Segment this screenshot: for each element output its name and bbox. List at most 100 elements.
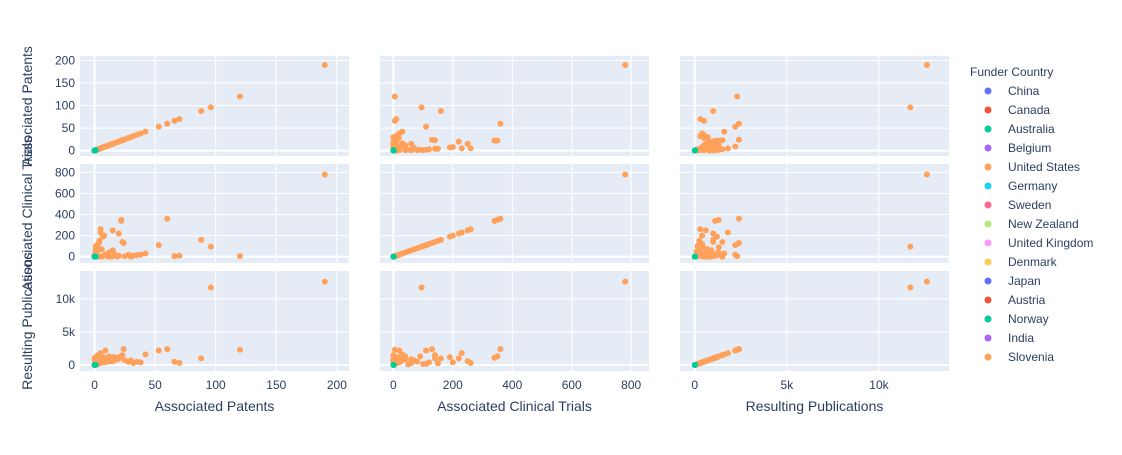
data-point: [622, 62, 628, 68]
legend-item[interactable]: United States: [985, 160, 1081, 174]
data-point: [392, 118, 398, 124]
x-tick-label: 5k: [781, 378, 795, 392]
data-point: [156, 124, 162, 130]
legend-item[interactable]: China: [985, 84, 1040, 98]
data-point: [96, 238, 102, 244]
data-point: [710, 108, 716, 114]
panel-r0-c1: [380, 56, 649, 156]
legend-item[interactable]: United Kingdom: [985, 236, 1094, 250]
data-point: [456, 355, 462, 361]
legend-item[interactable]: Denmark: [985, 255, 1058, 269]
data-point: [417, 353, 423, 359]
legend-item[interactable]: Australia: [985, 122, 1056, 136]
y-tick-label: 800: [55, 165, 75, 179]
legend-item[interactable]: Norway: [985, 312, 1049, 326]
data-point: [198, 108, 204, 114]
data-point: [725, 229, 731, 235]
legend-marker-icon: [985, 107, 992, 114]
legend-label: Austria: [1008, 293, 1046, 307]
data-point: [122, 253, 128, 259]
data-point: [156, 242, 162, 248]
data-point: [699, 233, 705, 239]
legend-item[interactable]: Belgium: [985, 141, 1052, 155]
legend-items[interactable]: China Canada Australia Belgium United States…: [985, 84, 1094, 364]
data-point: [391, 148, 397, 154]
legend-item[interactable]: Austria: [985, 293, 1046, 307]
data-point: [692, 362, 698, 368]
data-point: [696, 238, 702, 244]
legend-item[interactable]: Japan: [985, 274, 1041, 288]
data-point: [736, 346, 742, 352]
data-point: [419, 104, 425, 110]
data-point: [419, 285, 425, 291]
legend-item[interactable]: Germany: [985, 179, 1058, 193]
data-point: [497, 346, 503, 352]
data-point: [237, 347, 243, 353]
panels-layer: 050100150200020040060080005010015020005k…: [55, 54, 949, 392]
panel-r0-c0: 050100150200: [55, 54, 349, 158]
data-point: [703, 141, 709, 147]
legend-item[interactable]: Sweden: [985, 198, 1052, 212]
x-axis-title: Associated Patents: [155, 398, 275, 414]
x-tick-label: 0: [91, 378, 98, 392]
data-point: [420, 243, 426, 249]
data-point: [497, 121, 503, 127]
data-point: [164, 346, 170, 352]
data-point: [101, 233, 107, 239]
legend-marker-icon: [985, 126, 992, 133]
data-point: [405, 147, 411, 153]
data-point: [110, 141, 116, 147]
x-tick-label: 150: [266, 378, 286, 392]
legend-item[interactable]: New Zealand: [985, 217, 1079, 231]
legend-label: Sweden: [1008, 198, 1051, 212]
data-point: [712, 218, 718, 224]
y-tick-label: 0: [68, 144, 75, 158]
legend-marker-icon: [985, 278, 992, 285]
data-point: [414, 245, 420, 251]
data-point: [719, 137, 725, 143]
legend-item[interactable]: India: [985, 331, 1035, 345]
data-point: [703, 227, 709, 233]
data-point: [450, 144, 456, 150]
data-point: [721, 129, 727, 135]
data-point: [429, 346, 435, 352]
data-point: [708, 139, 714, 145]
data-point: [391, 362, 397, 368]
data-point: [459, 229, 465, 235]
data-point: [734, 94, 740, 100]
data-point: [198, 355, 204, 361]
legend-item[interactable]: Slovenia: [985, 350, 1055, 364]
data-point: [128, 254, 134, 260]
data-point: [109, 254, 115, 260]
legend-marker-icon: [985, 183, 992, 190]
data-point: [736, 121, 742, 127]
legend-label: Germany: [1008, 179, 1057, 193]
y-tick-label: 50: [62, 121, 76, 135]
data-point: [450, 359, 456, 365]
legend[interactable]: Funder Country ChinaCanadaAustraliaBelgi…: [970, 65, 1093, 364]
data-point: [208, 104, 214, 110]
legend-label: China: [1008, 84, 1040, 98]
data-point: [420, 361, 426, 367]
data-point: [92, 254, 98, 260]
y-tick-label: 200: [55, 54, 75, 68]
data-point: [697, 226, 703, 232]
panel-r1-c1: [380, 164, 649, 263]
data-point: [705, 254, 711, 260]
data-point: [924, 172, 930, 178]
data-point: [322, 279, 328, 285]
data-point: [719, 239, 725, 245]
data-point: [725, 350, 731, 356]
legend-item[interactable]: Canada: [985, 103, 1051, 117]
data-point: [392, 94, 398, 100]
data-point: [924, 62, 930, 68]
data-point: [208, 244, 214, 250]
data-point: [237, 94, 243, 100]
data-point: [459, 145, 465, 151]
data-point: [322, 172, 328, 178]
data-point: [692, 254, 698, 260]
y-tick-label: 150: [55, 76, 75, 90]
data-point: [423, 347, 429, 353]
data-point: [907, 244, 913, 250]
y-tick-label: 5k: [62, 325, 76, 339]
